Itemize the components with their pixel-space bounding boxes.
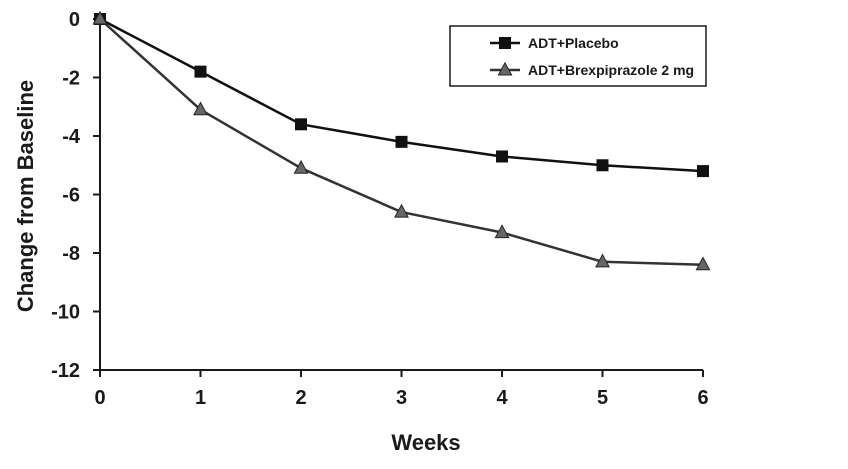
y-axis-title: Change from Baseline bbox=[13, 80, 38, 312]
legend-label: ADT+Placebo bbox=[528, 35, 619, 51]
legend-label: ADT+Brexpiprazole 2 mg bbox=[528, 62, 694, 78]
x-tick-label: 5 bbox=[597, 387, 608, 409]
data-point-triangle bbox=[494, 224, 510, 239]
legend-entry: ADT+Placebo bbox=[490, 35, 619, 51]
y-tick-label: -4 bbox=[62, 126, 81, 148]
data-point-square bbox=[697, 165, 709, 178]
y-tick-label: -6 bbox=[62, 185, 80, 207]
data-point-square bbox=[295, 118, 307, 131]
x-tick-label: 1 bbox=[195, 387, 206, 409]
legend: ADT+Placebo ADT+Brexpiprazole 2 mg bbox=[449, 25, 707, 87]
data-point-triangle bbox=[595, 253, 610, 268]
x-tick-label: 3 bbox=[396, 387, 407, 409]
x-ticks: 0 1 2 3 4 5 6 bbox=[94, 370, 709, 409]
x-tick-label: 4 bbox=[496, 387, 508, 409]
legend-entry: ADT+Brexpiprazole 2 mg bbox=[490, 61, 694, 78]
data-point-triangle bbox=[92, 10, 108, 25]
data-point-triangle bbox=[193, 101, 208, 116]
axes: 0 -2 -4 -6 -8 -10 -12 0 1 2 3 4 5 6 bbox=[51, 9, 708, 409]
data-point-square bbox=[395, 135, 408, 148]
y-ticks: 0 -2 -4 -6 -8 -10 -12 bbox=[51, 9, 100, 382]
y-tick-label: -2 bbox=[62, 68, 80, 90]
y-tick-label: 0 bbox=[69, 9, 80, 31]
data-point-square bbox=[194, 65, 207, 78]
x-tick-label: 0 bbox=[94, 387, 105, 409]
series-layer bbox=[92, 10, 711, 271]
x-tick-label: 6 bbox=[697, 387, 708, 409]
data-point-square bbox=[496, 150, 508, 163]
data-point-triangle bbox=[695, 256, 711, 271]
x-tick-label: 2 bbox=[295, 387, 306, 409]
y-tick-label: -8 bbox=[62, 243, 80, 265]
legend-box bbox=[449, 25, 707, 87]
x-axis-title: Weeks bbox=[391, 430, 460, 455]
data-point-triangle bbox=[293, 159, 309, 174]
y-tick-label: -12 bbox=[51, 360, 80, 382]
legend-marker bbox=[499, 37, 511, 49]
data-point-triangle bbox=[394, 203, 409, 218]
data-point-square bbox=[596, 159, 609, 172]
y-tick-label: -10 bbox=[51, 302, 80, 324]
series-2 bbox=[92, 10, 711, 271]
legend-marker bbox=[497, 61, 513, 76]
